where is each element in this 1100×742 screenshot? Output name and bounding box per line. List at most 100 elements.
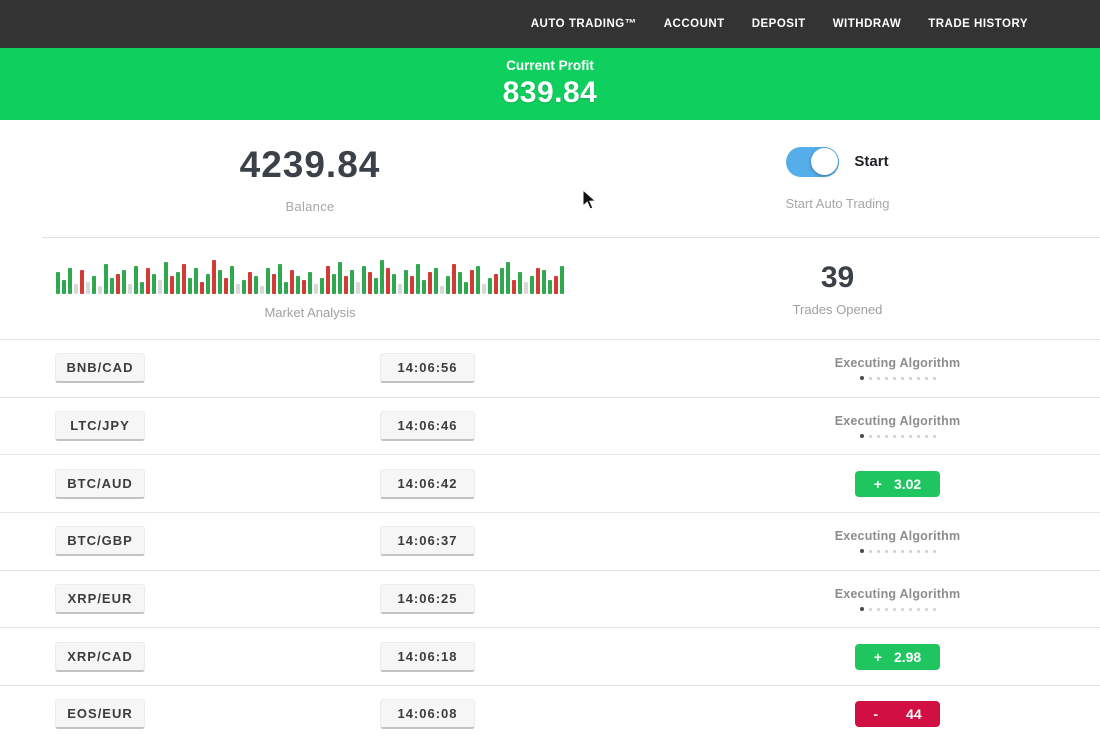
candle-bar <box>350 269 354 294</box>
status-cell: Executing Algorithm <box>700 356 1095 381</box>
candle-bar <box>560 265 564 294</box>
candle-bar <box>422 279 426 294</box>
pair-chip: XRP/EUR <box>55 584 145 615</box>
nav-item[interactable]: DEPOSIT <box>751 18 806 30</box>
candle-bar <box>266 267 270 294</box>
candle-bar <box>230 265 234 294</box>
pair-chip: EOS/EUR <box>55 699 145 730</box>
executing-algorithm-label: Executing Algorithm <box>834 356 961 371</box>
nav-item[interactable]: AUTO TRADING™ <box>530 18 637 30</box>
candle-bar <box>398 283 402 294</box>
toggle-caption: Start Auto Trading <box>785 195 890 211</box>
candle-bar <box>482 283 486 294</box>
badge-value: 44 <box>906 706 922 723</box>
trades-opened-block: 39 Trades Opened <box>620 238 1100 339</box>
open-trades-table: BNB/CAD 14:06:56 Executing Algorithm LTC… <box>0 339 1100 742</box>
candle-bar <box>188 277 192 294</box>
progress-dot <box>868 549 872 553</box>
candle-bar <box>404 269 408 294</box>
progress-dot <box>900 376 904 380</box>
account-summary-section: 4239.84 Balance Start Start Auto Trading <box>0 120 1100 237</box>
candle-bar <box>182 263 186 294</box>
candle-bar <box>488 277 492 294</box>
auto-trading-toggle[interactable] <box>786 146 840 177</box>
candle-bar <box>314 283 318 294</box>
time-chip: 14:06:37 <box>380 526 475 557</box>
candle-bar <box>446 275 450 294</box>
top-nav: AUTO TRADING™ ACCOUNT DEPOSIT WITHDRAW TRADE… <box>0 0 1100 48</box>
candle-bar <box>104 263 108 294</box>
progress-dots <box>859 607 936 612</box>
progress-dot <box>924 376 928 380</box>
status-cell: Executing Algorithm <box>700 529 1095 554</box>
badge-sign: - <box>873 706 879 723</box>
status-cell: +2.98 <box>700 643 1095 670</box>
progress-dots <box>859 434 936 439</box>
badge-sign: + <box>873 648 882 665</box>
progress-dot <box>868 607 872 611</box>
toggle-row: Start <box>786 146 889 177</box>
candle-bar <box>362 265 366 294</box>
candle-bar <box>476 265 480 294</box>
candle-bar <box>326 265 330 294</box>
progress-dot <box>859 607 864 612</box>
candle-bar <box>134 265 138 294</box>
badge-value: 2.98 <box>893 648 922 665</box>
candle-bar <box>218 269 222 294</box>
candle-bar <box>542 269 546 294</box>
executing-algorithm-label: Executing Algorithm <box>834 529 961 544</box>
time-chip: 14:06:25 <box>380 584 475 615</box>
progress-dot <box>916 549 920 553</box>
candle-bar <box>548 279 552 294</box>
nav-item[interactable]: ACCOUNT <box>663 18 725 30</box>
progress-dot <box>916 434 920 438</box>
progress-dot <box>932 549 936 553</box>
candle-bar <box>368 271 372 294</box>
time-chip: 14:06:46 <box>380 411 475 442</box>
current-profit-label: Current Profit <box>506 58 594 73</box>
current-profit-value: 839.84 <box>502 76 598 109</box>
balance-block: 4239.84 Balance <box>0 120 620 237</box>
candle-bar <box>110 277 114 294</box>
progress-dot <box>859 549 864 554</box>
balance-value: 4239.84 <box>239 143 381 185</box>
progress-dot <box>868 376 872 380</box>
candle-bar <box>506 261 510 294</box>
candle-bar <box>500 267 504 294</box>
candle-bar <box>170 275 174 294</box>
candle-bar <box>374 277 378 294</box>
progress-dots <box>859 376 936 381</box>
candle-bar <box>164 261 168 294</box>
candle-bar <box>512 279 516 294</box>
toggle-knob-icon <box>810 148 838 175</box>
nav-item[interactable]: WITHDRAW <box>832 18 902 30</box>
section-divider <box>42 237 1100 238</box>
candle-bar <box>524 281 528 294</box>
candlestick-strip-chart <box>56 258 564 294</box>
candle-bar <box>260 285 264 294</box>
candle-bar <box>338 261 342 294</box>
candle-bar <box>320 277 324 294</box>
status-cell: +3.02 <box>700 470 1095 497</box>
candle-bar <box>554 275 558 294</box>
candle-bar <box>272 273 276 294</box>
pair-chip: XRP/CAD <box>55 641 145 672</box>
progress-dot <box>859 376 864 381</box>
progress-dot <box>916 607 920 611</box>
candle-bar <box>296 275 300 294</box>
candle-bar <box>236 283 240 294</box>
candle-bar <box>410 275 414 294</box>
candle-bar <box>152 273 156 294</box>
candle-bar <box>290 269 294 294</box>
candle-bar <box>146 267 150 294</box>
candle-bar <box>80 269 84 294</box>
time-chip: 14:06:08 <box>380 699 475 730</box>
candle-bar <box>194 267 198 294</box>
candle-bar <box>254 275 258 294</box>
nav-item[interactable]: TRADE HISTORY <box>928 18 1028 30</box>
time-chip: 14:06:42 <box>380 468 475 499</box>
market-analysis-block: Market Analysis <box>0 238 620 339</box>
progress-dot <box>908 434 912 438</box>
candle-bar <box>386 267 390 294</box>
